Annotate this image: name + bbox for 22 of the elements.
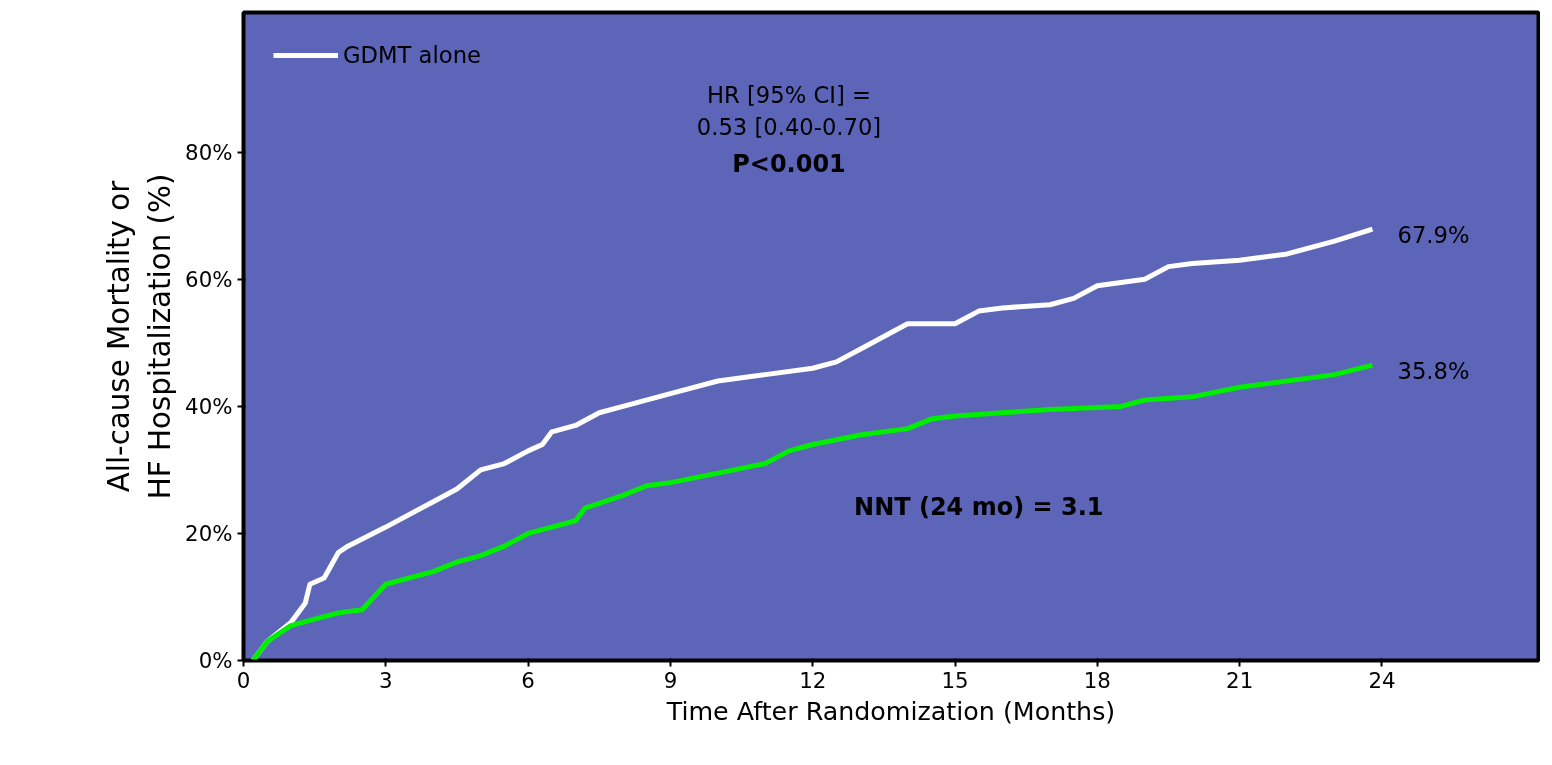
legend-label: GDMT alone bbox=[343, 42, 481, 68]
y-tick-label: 0% bbox=[198, 648, 233, 673]
x-tick-label: 3 bbox=[379, 667, 393, 693]
y-tick-label: 80% bbox=[185, 139, 233, 165]
x-tick-label: 6 bbox=[521, 667, 535, 693]
y-tick-label: 40% bbox=[185, 393, 233, 419]
annotation: NNT (24 mo) = 3.1 bbox=[854, 492, 1104, 521]
x-tick-label: 0 bbox=[236, 667, 251, 693]
x-axis-title: Time After Randomization (Months) bbox=[665, 695, 1116, 726]
x-tick-label: 9 bbox=[663, 667, 678, 693]
y-axis-title: All-cause Mortality or HF Hospitalization (%) bbox=[102, 173, 178, 500]
x-tick-label: 24 bbox=[1368, 667, 1396, 693]
x-tick-label: 21 bbox=[1226, 667, 1254, 693]
x-tick-label: 12 bbox=[799, 667, 827, 693]
y-tick-label: 20% bbox=[185, 520, 233, 546]
annotation: 67.9% bbox=[1397, 222, 1470, 249]
annotation: 35.8% bbox=[1397, 358, 1470, 385]
y-tick-label: 60% bbox=[185, 266, 233, 292]
x-tick-label: 18 bbox=[1083, 667, 1111, 693]
annotation: P<0.001 bbox=[732, 149, 846, 178]
x-tick-label: 15 bbox=[941, 667, 969, 693]
annotation: HR [95% CI] = 0.53 [0.40-0.70] bbox=[696, 82, 882, 140]
